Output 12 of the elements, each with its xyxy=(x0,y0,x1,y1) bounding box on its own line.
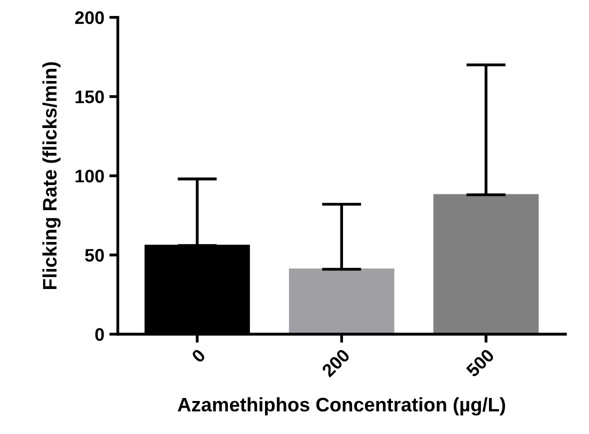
bar xyxy=(288,268,394,334)
x-tick-label: 0 xyxy=(190,348,206,364)
x-axis-title: Azamethiphos Concentration (µg/L) xyxy=(178,397,506,416)
y-axis-title: Flicking Rate (flicks/min) xyxy=(42,62,61,289)
y-tick-label: 50 xyxy=(85,248,104,262)
y-tick-label: 200 xyxy=(75,11,104,24)
y-tick-label: 100 xyxy=(76,170,104,182)
bar xyxy=(433,194,539,334)
y-tick-label: 150 xyxy=(76,90,104,104)
y-tick-label: 0 xyxy=(95,328,104,341)
x-tick-label: 500 xyxy=(465,348,495,378)
x-tick-label: 200 xyxy=(321,348,350,378)
